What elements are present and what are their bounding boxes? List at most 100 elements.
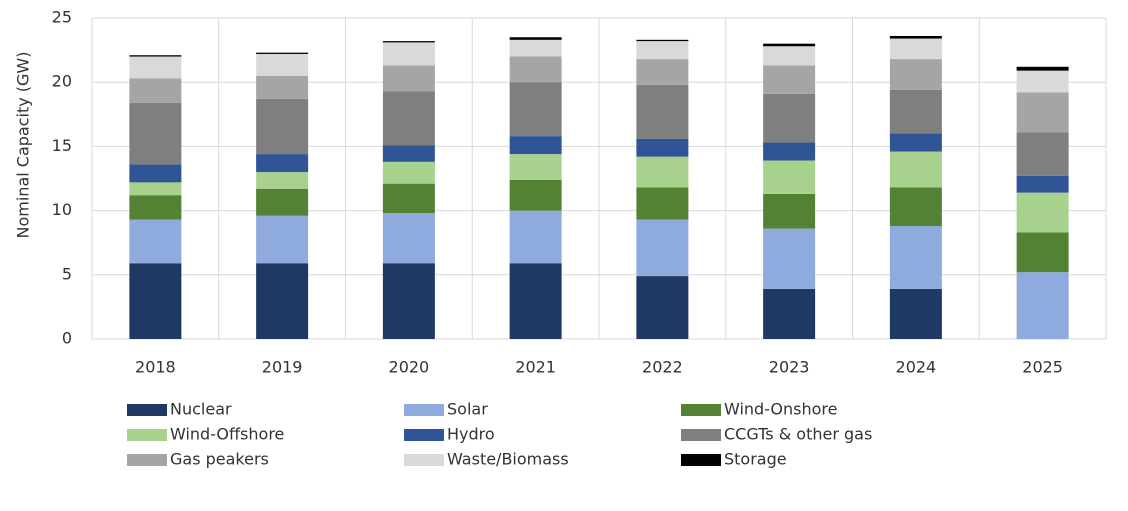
legend-swatch <box>404 404 444 416</box>
bar-segment <box>129 55 182 57</box>
legend-label: CCGTs & other gas <box>724 425 872 444</box>
legend-label: Storage <box>724 450 787 469</box>
bar-segment <box>636 156 689 188</box>
bar-segment <box>763 160 816 194</box>
bar-segment <box>382 145 435 162</box>
bar-segment <box>763 65 816 94</box>
y-tick-label: 15 <box>52 136 72 155</box>
legend-swatch <box>681 454 721 466</box>
bar-segment <box>256 154 309 173</box>
bar-segment <box>509 37 562 40</box>
legend-label: Gas peakers <box>170 450 269 469</box>
bar-segment <box>889 288 942 339</box>
legend-label: Wind-Offshore <box>170 425 284 444</box>
bar-segment <box>382 183 435 214</box>
bar-segment <box>763 46 816 66</box>
bar-segment <box>256 172 309 189</box>
legend-label: Waste/Biomass <box>447 450 569 469</box>
legend-swatch <box>404 454 444 466</box>
bar-segment <box>1016 272 1069 339</box>
bar-segment <box>509 136 562 155</box>
legend-label: Hydro <box>447 425 495 444</box>
bar-segment <box>1016 192 1069 233</box>
bar-segment <box>509 179 562 211</box>
bar-segment <box>636 138 689 157</box>
bar-segment <box>129 56 182 79</box>
bar-segment <box>1016 175 1069 193</box>
bar-segment <box>129 78 182 103</box>
bar-segment <box>889 151 942 188</box>
bar-segment <box>763 43 816 47</box>
bar-segment <box>509 154 562 180</box>
x-tick-label: 2023 <box>769 358 810 377</box>
bar-segment <box>889 133 942 152</box>
bar-segment <box>636 276 689 339</box>
bar-segment <box>129 195 182 220</box>
bar-segment <box>763 142 816 161</box>
bar-segment <box>382 42 435 66</box>
x-tick-label: 2018 <box>135 358 176 377</box>
bar-segment <box>1016 92 1069 133</box>
bar-segment <box>509 263 562 339</box>
bar-segment <box>636 219 689 277</box>
bar-segment <box>1016 66 1069 71</box>
bar-segment <box>256 188 309 216</box>
legend-swatch <box>404 429 444 441</box>
bar-segment <box>1016 70 1069 93</box>
bar-segment <box>636 59 689 85</box>
legend-swatch <box>681 429 721 441</box>
bar-segment <box>636 84 689 139</box>
bar-segment <box>889 187 942 227</box>
y-axis-label: Nominal Capacity (GW) <box>14 52 33 239</box>
bar-segment <box>889 38 942 60</box>
bar-segment <box>889 35 942 39</box>
y-tick-label: 5 <box>62 264 72 283</box>
legend-label: Solar <box>447 400 488 419</box>
bar-segment <box>1016 232 1069 273</box>
bar-segment <box>763 228 816 289</box>
bar-segment <box>889 59 942 90</box>
bar-segment <box>382 213 435 264</box>
legend-label: Wind-Onshore <box>724 400 838 419</box>
bar-segment <box>636 41 689 60</box>
bar-segment <box>636 187 689 220</box>
bar-segment <box>509 39 562 57</box>
legend-swatch <box>681 404 721 416</box>
legend-label: Nuclear <box>170 400 232 419</box>
bar-segment <box>763 288 816 339</box>
bar-segment <box>382 161 435 184</box>
bar-segment <box>256 53 309 76</box>
y-tick-label: 20 <box>52 72 72 91</box>
y-tick-label: 0 <box>62 329 72 348</box>
legend-swatch <box>127 404 167 416</box>
x-tick-label: 2022 <box>642 358 683 377</box>
bar-segment <box>129 182 182 196</box>
bar-segment <box>256 52 309 54</box>
bar-segment <box>256 98 309 155</box>
x-tick-label: 2025 <box>1022 358 1063 377</box>
bar-segment <box>129 164 182 183</box>
x-tick-label: 2020 <box>389 358 430 377</box>
bar-segment <box>129 102 182 165</box>
bar-segment <box>256 75 309 99</box>
x-tick-label: 2021 <box>515 358 556 377</box>
bar-segment <box>129 263 182 339</box>
y-tick-label: 25 <box>52 8 72 27</box>
bar-segment <box>763 93 816 143</box>
bar-segment <box>129 219 182 264</box>
bar-segment <box>889 89 942 134</box>
bar-segment <box>256 263 309 339</box>
bar-segment <box>763 193 816 229</box>
bar-segment <box>1016 132 1069 176</box>
bar-segment <box>636 39 689 42</box>
legend-swatch <box>127 454 167 466</box>
bar-segment <box>889 226 942 289</box>
bar-segment <box>382 65 435 92</box>
bar-segment <box>509 56 562 83</box>
bar-segment <box>382 91 435 146</box>
x-tick-label: 2024 <box>896 358 937 377</box>
y-tick-label: 10 <box>52 200 72 219</box>
x-tick-label: 2019 <box>262 358 303 377</box>
bar-segment <box>382 41 435 43</box>
